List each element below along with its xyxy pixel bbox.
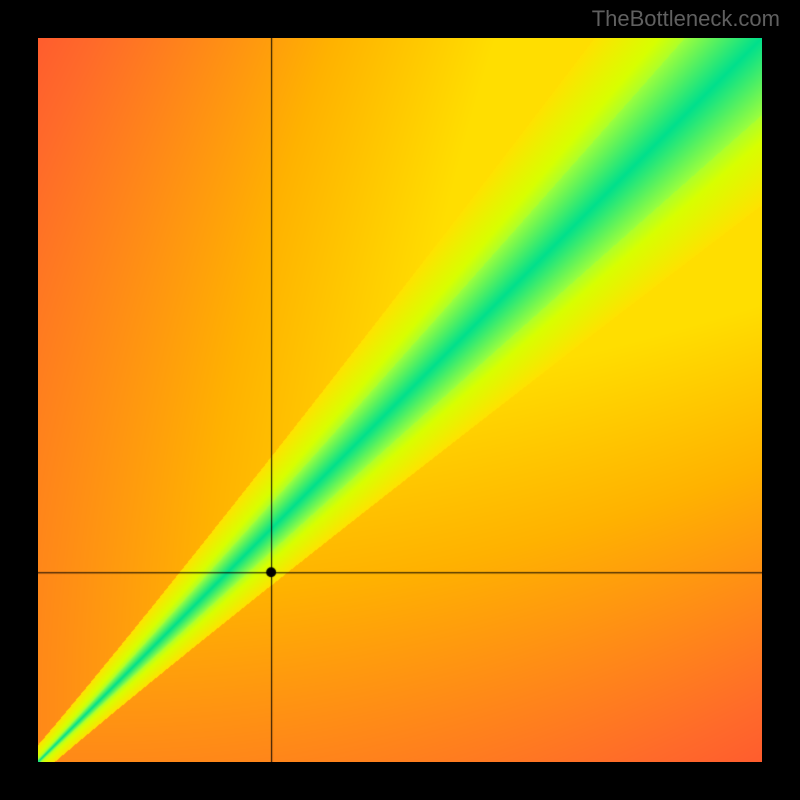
plot-area (38, 38, 762, 762)
heatmap-canvas (38, 38, 762, 762)
chart-container: TheBottleneck.com (0, 0, 800, 800)
watermark-text: TheBottleneck.com (592, 6, 780, 32)
